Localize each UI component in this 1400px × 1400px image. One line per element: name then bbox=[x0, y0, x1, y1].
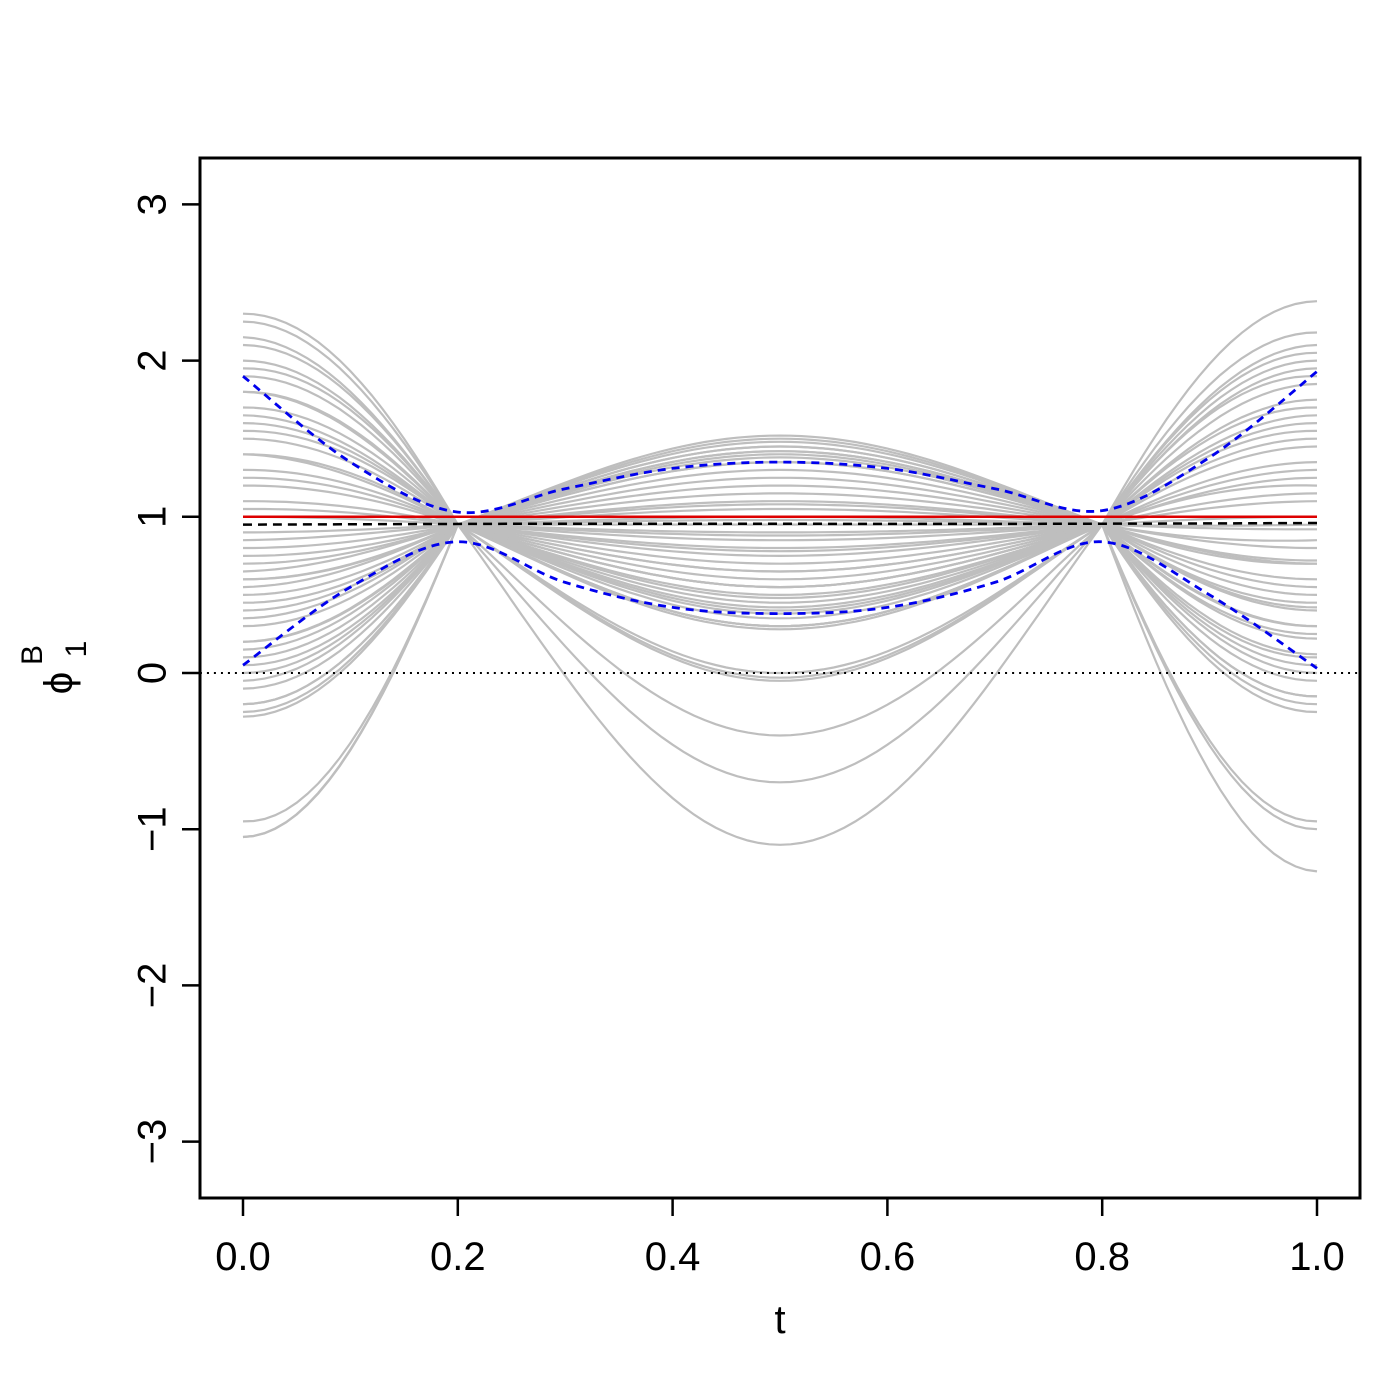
x-tick-label: 0.0 bbox=[215, 1235, 271, 1279]
y-axis-subscript: 1 bbox=[60, 641, 93, 658]
bootstrap-curve-41 bbox=[242, 523, 1318, 643]
series-lines bbox=[200, 370, 1360, 675]
bootstrap-curve-8 bbox=[242, 437, 1318, 558]
bootstrap-curve-9 bbox=[242, 445, 1318, 550]
y-tick-label: −2 bbox=[131, 963, 175, 1009]
bootstrap-curve-18 bbox=[242, 476, 1318, 596]
bootstrap-curve-50 bbox=[242, 523, 1318, 573]
series-upper-band bbox=[242, 370, 1318, 515]
y-axis-symbol: ϕ bbox=[37, 672, 81, 694]
y-tick-label: 1 bbox=[131, 506, 175, 528]
x-tick-label: 0.8 bbox=[1074, 1235, 1130, 1279]
bootstrap-curve-1 bbox=[242, 320, 1318, 620]
bootstrap-curves bbox=[242, 300, 1318, 873]
bootstrap-curve-10 bbox=[242, 461, 1318, 542]
bootstrap-curve-42 bbox=[242, 453, 1318, 628]
x-tick-label: 0.4 bbox=[645, 1235, 701, 1279]
bootstrap-curve-35 bbox=[242, 503, 1318, 573]
y-tick-label: 0 bbox=[131, 662, 175, 684]
bootstrap-curve-45 bbox=[242, 523, 1318, 682]
x-tick-label: 0.2 bbox=[430, 1235, 486, 1279]
bootstrap-curve-38 bbox=[242, 414, 1318, 600]
bootstrap-curve-33 bbox=[243, 500, 1318, 537]
bootstrap-curve-39 bbox=[242, 343, 1318, 609]
series-lower-band bbox=[242, 540, 1318, 670]
y-tick-label: 2 bbox=[131, 349, 175, 371]
x-tick-label: 0.6 bbox=[860, 1235, 916, 1279]
x-tick-label: 1.0 bbox=[1289, 1235, 1345, 1279]
x-axis-title: t bbox=[774, 1298, 785, 1342]
y-tick-label: 3 bbox=[131, 193, 175, 215]
y-tick-label: −3 bbox=[131, 1119, 175, 1165]
bootstrap-curve-36 bbox=[242, 456, 1318, 651]
bootstrap-curve-24 bbox=[242, 440, 1318, 690]
y-axis: −3 −2 −1 0 1 2 3 bbox=[131, 193, 202, 1165]
x-axis: 0.0 0.2 0.4 0.6 0.8 1.0 bbox=[215, 1196, 1345, 1279]
bootstrap-curve-32 bbox=[243, 468, 1318, 553]
bootstrap-curve-37 bbox=[242, 450, 1318, 682]
bootstrap-curve-43 bbox=[242, 523, 1318, 706]
y-axis-superscript: B bbox=[16, 645, 49, 665]
bootstrap-curve-48 bbox=[242, 522, 1318, 873]
bootstrap-curve-34 bbox=[242, 518, 1318, 542]
bootstrap-curve-29 bbox=[242, 336, 1318, 615]
bootstrap-curve-27 bbox=[242, 390, 1318, 612]
y-tick-label: −1 bbox=[131, 806, 175, 852]
bootstrap-curve-44 bbox=[242, 523, 1318, 714]
bootstrap-curve-7 bbox=[242, 422, 1318, 565]
y-axis-title: ϕ B 1 bbox=[16, 641, 93, 695]
bootstrap-curve-49 bbox=[242, 523, 1318, 589]
